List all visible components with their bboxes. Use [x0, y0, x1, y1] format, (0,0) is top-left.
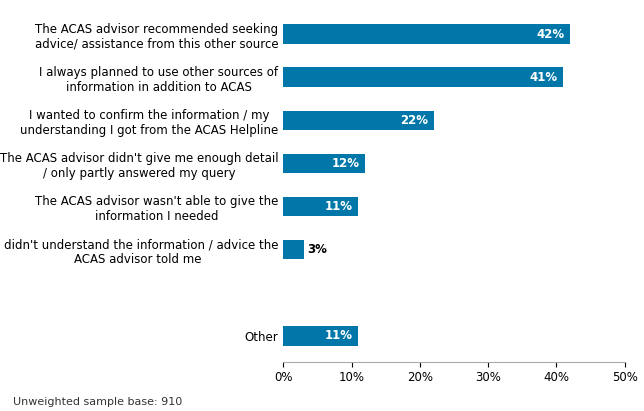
- Bar: [283, 326, 359, 346]
- Text: 3%: 3%: [307, 243, 327, 256]
- Bar: [283, 154, 365, 173]
- Text: 42%: 42%: [536, 28, 565, 41]
- Text: Unweighted sample base: 910: Unweighted sample base: 910: [13, 397, 182, 407]
- Text: 12%: 12%: [332, 157, 360, 170]
- Bar: [283, 67, 564, 87]
- Bar: [283, 197, 359, 216]
- Bar: [283, 24, 570, 44]
- Text: 22%: 22%: [400, 114, 428, 127]
- Text: 41%: 41%: [529, 71, 558, 84]
- Bar: [283, 111, 433, 130]
- Text: 11%: 11%: [325, 200, 353, 213]
- Text: 11%: 11%: [325, 329, 353, 342]
- Bar: [283, 240, 304, 259]
